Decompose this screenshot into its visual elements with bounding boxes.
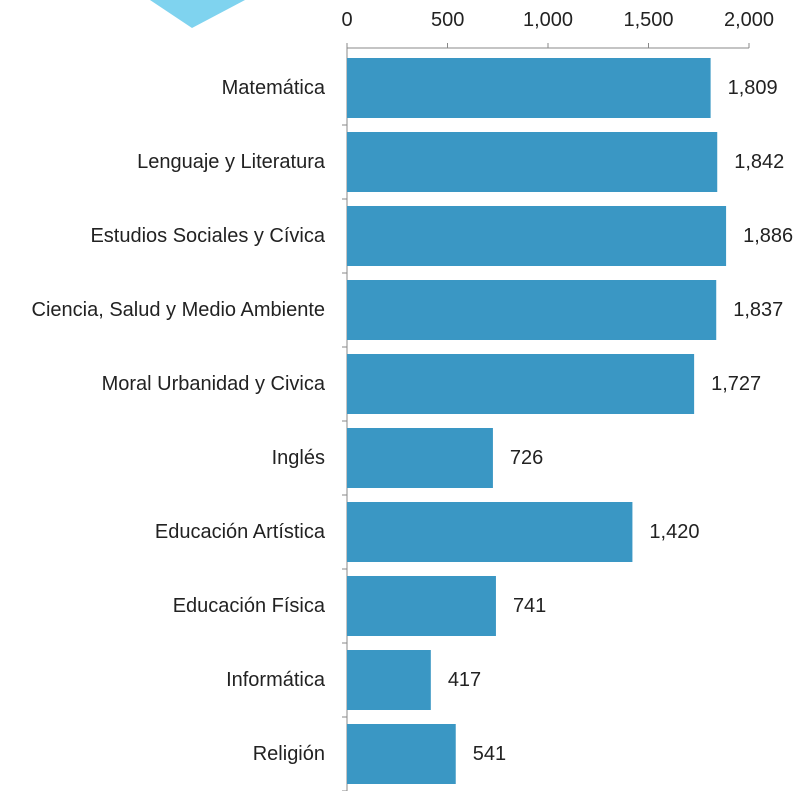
y-tick-label: Inglés bbox=[271, 447, 325, 469]
value-label: 1,727 bbox=[711, 373, 762, 395]
value-label: 1,420 bbox=[649, 521, 700, 543]
bar bbox=[347, 724, 456, 784]
value-label: 726 bbox=[509, 447, 544, 469]
value-label: 417 bbox=[447, 669, 482, 691]
decoration bbox=[150, 0, 245, 28]
y-tick-label-box: Educación Artística bbox=[155, 520, 325, 544]
bar bbox=[347, 280, 717, 340]
x-tick-label: 1,500 bbox=[623, 9, 674, 31]
y-tick-label-box: Matemática bbox=[222, 76, 325, 100]
bar bbox=[347, 502, 633, 562]
x-tick-label: 1,000 bbox=[523, 9, 574, 31]
bar bbox=[347, 428, 493, 488]
value-label: 1,837 bbox=[733, 299, 784, 321]
y-tick-label: Religión bbox=[252, 743, 325, 765]
x-tick-label: 2,000 bbox=[724, 9, 775, 31]
y-tick-label-box: Informática bbox=[226, 668, 325, 692]
bar bbox=[347, 206, 727, 266]
y-tick-label: Informática bbox=[226, 669, 325, 691]
value-label: 541 bbox=[472, 743, 507, 765]
y-tick-label-box: Lenguaje y Literatura bbox=[137, 150, 325, 174]
y-tick-label: Educación Física bbox=[172, 595, 325, 617]
y-tick-label: Matemática bbox=[221, 77, 325, 99]
value-label: 741 bbox=[512, 595, 547, 617]
y-tick-label-box: Religión bbox=[253, 742, 325, 766]
y-tick-label: Lenguaje y Literatura bbox=[137, 151, 325, 173]
x-tick-label: 0 bbox=[341, 9, 353, 31]
y-tick-label-box: Ciencia, Salud y Medio Ambiente bbox=[32, 298, 326, 322]
bar bbox=[347, 58, 711, 118]
y-tick-label: Moral Urbanidad y Civica bbox=[101, 373, 325, 395]
bar bbox=[347, 354, 695, 414]
y-tick-label-box: Moral Urbanidad y Civica bbox=[102, 372, 325, 396]
y-tick-label-box: Inglés bbox=[272, 446, 325, 470]
value-label: 1,842 bbox=[734, 151, 785, 173]
y-tick-label-box: Estudios Sociales y Cívica bbox=[90, 224, 325, 248]
x-tick-label: 500 bbox=[431, 9, 465, 31]
y-tick-label-box: Educación Física bbox=[173, 594, 325, 618]
y-tick-label: Estudios Sociales y Cívica bbox=[90, 225, 325, 247]
y-tick-label: Ciencia, Salud y Medio Ambiente bbox=[31, 299, 326, 321]
bar bbox=[347, 576, 496, 636]
bar bbox=[347, 132, 718, 192]
bar bbox=[347, 650, 431, 710]
value-label: 1,886 bbox=[743, 225, 794, 247]
y-tick-label: Educación Artística bbox=[154, 521, 325, 543]
value-label: 1,809 bbox=[727, 77, 778, 99]
